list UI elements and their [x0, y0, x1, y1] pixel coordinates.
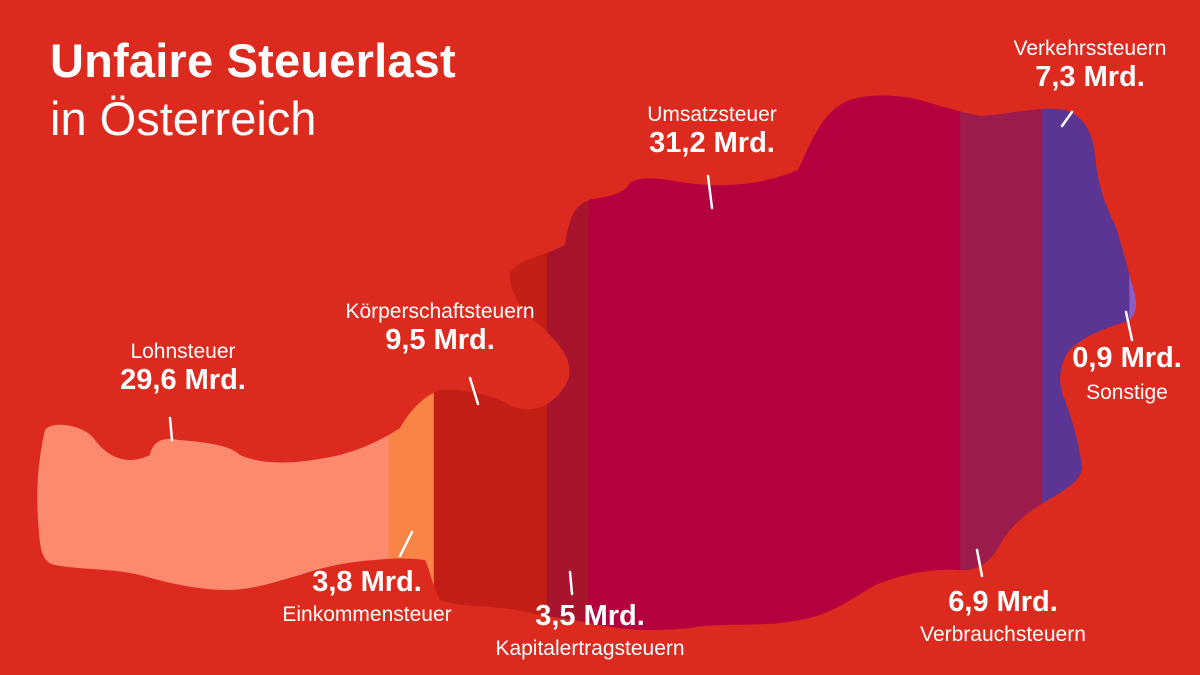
category-value: 0,9 Mrd.: [1072, 342, 1182, 374]
category-name: Sonstige: [1086, 381, 1168, 404]
band-kapitalertragsteuern: [546, 95, 590, 630]
category-name: Einkommensteuer: [282, 603, 452, 626]
chart-title-block: Unfaire Steuerlast in Österreich: [50, 34, 456, 146]
category-value: 3,5 Mrd.: [535, 600, 645, 632]
category-name: Körperschaftsteuern: [345, 300, 535, 323]
category-value: 9,5 Mrd.: [385, 324, 495, 356]
tick-umsatzsteuer: [706, 174, 714, 210]
category-name: Lohnsteuer: [130, 340, 236, 363]
category-value: 6,9 Mrd.: [948, 586, 1058, 618]
category-name: Verkehrssteuern: [1013, 37, 1167, 60]
page-title: Unfaire Steuerlast: [50, 34, 456, 87]
tick-kapitalertragsteuern: [568, 570, 574, 596]
tick-lohnsteuer: [168, 416, 174, 442]
category-value: 3,8 Mrd.: [312, 566, 422, 598]
label-umsatzsteuer: Umsatzsteuer 31,2 Mrd.: [612, 103, 812, 160]
label-lohnsteuer: Lohnsteuer 29,6 Mrd.: [100, 340, 266, 397]
tick-körperschaftsteuern: [468, 376, 480, 406]
category-value: 31,2 Mrd.: [649, 127, 775, 159]
page-subtitle: in Österreich: [50, 92, 317, 146]
band-verbrauchsteuern: [960, 95, 1043, 630]
label-verkehrssteuern: Verkehrssteuern 7,3 Mrd.: [985, 37, 1195, 94]
label-ticks: [168, 110, 1134, 596]
category-name: Kapitalertragsteuern: [495, 637, 685, 660]
label-koerperschaftsteuern: Körperschaftsteuern 9,5 Mrd.: [310, 300, 570, 357]
label-kapitalertragsteuern: 3,5 Mrd. Kapitalertragsteuern: [470, 600, 710, 661]
category-value: 29,6 Mrd.: [120, 364, 246, 396]
tick-einkommensteuer: [398, 530, 414, 558]
category-value: 7,3 Mrd.: [1035, 61, 1145, 93]
label-einkommensteuer: 3,8 Mrd. Einkommensteuer: [262, 566, 472, 627]
category-name: Umsatzsteuer: [647, 103, 777, 126]
band-umsatzsteuer: [588, 95, 961, 630]
label-verbrauchsteuern: 6,9 Mrd. Verbrauchsteuern: [895, 586, 1111, 647]
tick-sonstige: [1124, 310, 1134, 342]
label-sonstige: 0,9 Mrd. Sonstige: [1052, 342, 1200, 405]
tick-verkehrssteuern: [1060, 110, 1074, 128]
tick-verbrauchsteuern: [975, 548, 984, 578]
category-name: Verbrauchsteuern: [920, 623, 1086, 646]
